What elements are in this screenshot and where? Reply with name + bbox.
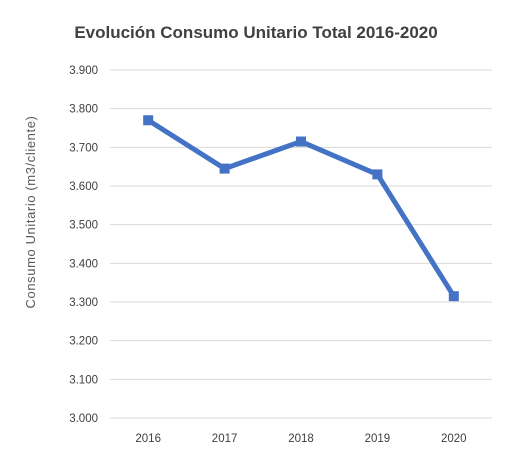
x-axis-ticks: 2016 2017 2018 2019 2020	[135, 433, 466, 445]
chart-title: Evolución Consumo Unitario Total 2016-20…	[74, 23, 437, 42]
y-axis-ticks: 3.000 3.100 3.200 3.300 3.400 3.500 3.600 3.700…	[69, 65, 98, 425]
y-tick-label: 3.600	[69, 181, 98, 193]
y-tick-label: 3.700	[69, 142, 98, 154]
data-point-2016	[143, 115, 154, 126]
y-axis-title: Consumo Unitario (m3/cliente)	[23, 116, 38, 309]
x-tick-label: 2019	[365, 433, 391, 445]
y-tick-label: 3.900	[69, 65, 98, 77]
y-tick-label: 3.300	[69, 297, 98, 309]
data-point-2018	[296, 136, 306, 147]
series-layer	[143, 115, 459, 302]
data-point-2019	[372, 169, 383, 180]
series-line	[145, 117, 457, 299]
data-point-2020	[448, 291, 459, 302]
x-tick-label: 2016	[135, 433, 161, 445]
gridlines	[110, 69, 492, 419]
x-tick-label: 2020	[441, 433, 467, 445]
y-tick-label: 3.400	[69, 258, 98, 270]
y-tick-label: 3.200	[69, 336, 98, 348]
y-tick-label: 3.500	[69, 220, 98, 232]
y-tick-label: 3.000	[69, 413, 98, 425]
x-tick-label: 2018	[288, 433, 314, 445]
x-tick-label: 2017	[212, 433, 238, 445]
y-tick-label: 3.800	[69, 104, 98, 116]
y-tick-label: 3.100	[69, 374, 98, 386]
data-point-2017	[219, 163, 230, 174]
